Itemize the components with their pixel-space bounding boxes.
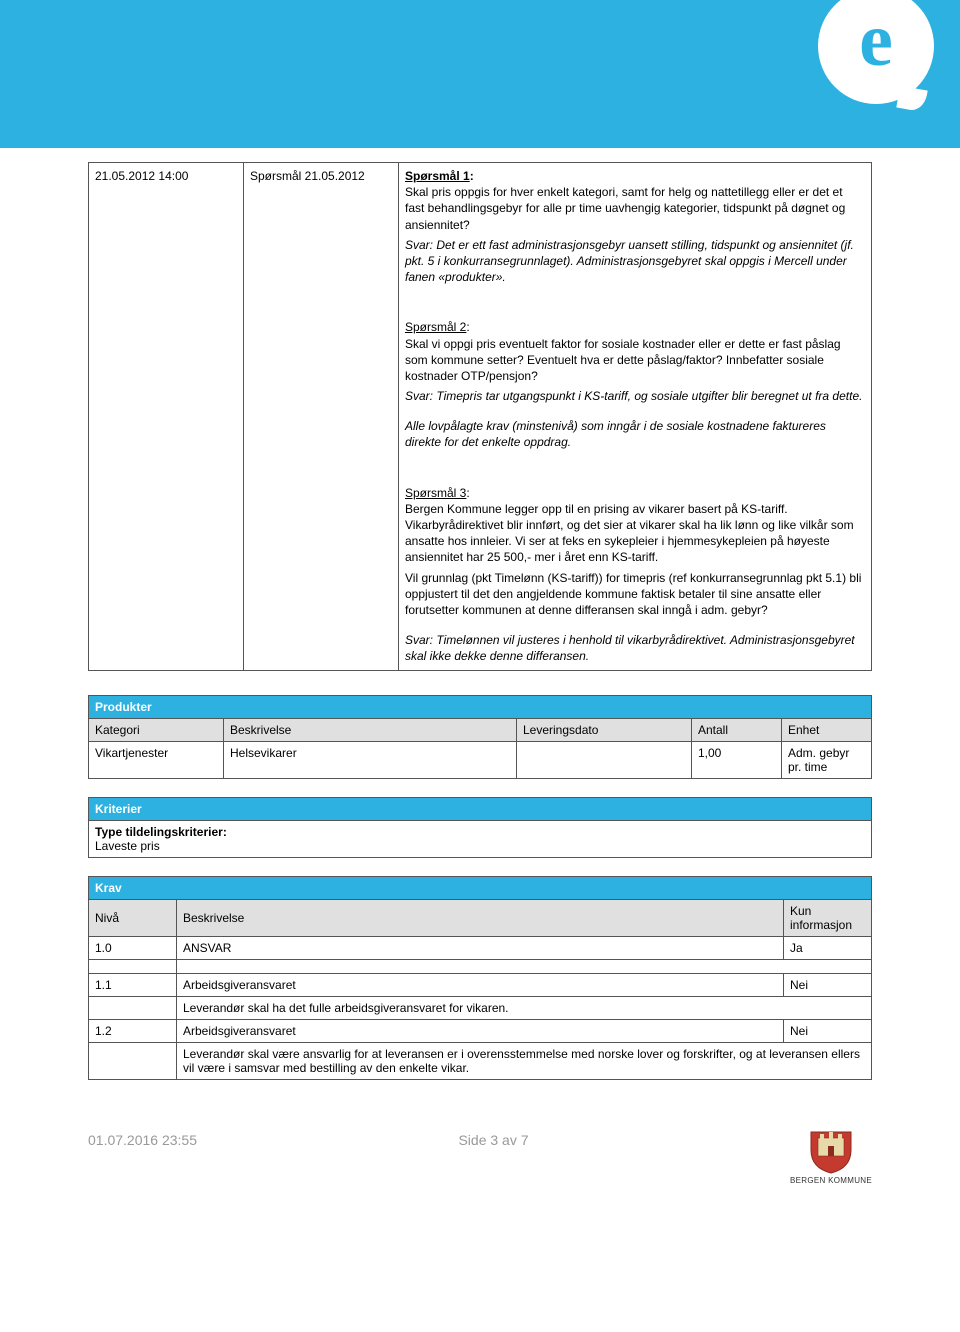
footer-timestamp: 01.07.2016 23:55	[88, 1128, 197, 1148]
q2-body: Skal vi oppgi pris eventuelt faktor for …	[405, 337, 841, 383]
qa-body: Spørsmål 1: Skal pris oppgis for hver en…	[399, 163, 872, 671]
krav-h-beskrivelse: Beskrivelse	[177, 899, 784, 936]
krav-0-niva: 1.0	[89, 936, 177, 959]
krav-2-detail: Leverandør skal være ansvarlig for at le…	[177, 1042, 872, 1079]
krav-1-beskrivelse: Arbeidsgiveransvaret	[177, 973, 784, 996]
krav-1-niva: 1.1	[89, 973, 177, 996]
krav-2-kun: Nei	[784, 1019, 872, 1042]
qa-table: 21.05.2012 14:00 Spørsmål 21.05.2012 Spø…	[88, 162, 872, 671]
krav-h-kun: Kun informasjon	[784, 899, 872, 936]
logo: e	[818, 0, 938, 108]
produkter-h-kategori: Kategori	[89, 718, 224, 741]
q3-label: Spørsmål 3	[405, 486, 466, 500]
header-banner: e	[0, 0, 960, 150]
krav-2-niva: 1.2	[89, 1019, 177, 1042]
page-content: 21.05.2012 14:00 Spørsmål 21.05.2012 Spø…	[0, 150, 960, 1128]
question-2: Spørsmål 2: Skal vi oppgi pris eventuelt…	[405, 319, 865, 450]
footer-org-label: BERGEN KOMMUNE	[790, 1176, 872, 1185]
produkter-leveringsdato	[517, 741, 692, 778]
footer: 01.07.2016 23:55 Side 3 av 7 BERGEN KOMM…	[0, 1128, 960, 1205]
krav-2-detail-pad	[89, 1042, 177, 1079]
produkter-h-beskrivelse: Beskrivelse	[224, 718, 517, 741]
qa-date: 21.05.2012 14:00	[89, 163, 244, 671]
question-3: Spørsmål 3: Bergen Kommune legger opp ti…	[405, 485, 865, 665]
krav-h-niva: Nivå	[89, 899, 177, 936]
q1-answer: Svar: Det er ett fast administrasjonsgeb…	[405, 237, 865, 286]
q2-label: Spørsmål 2	[405, 320, 466, 334]
logo-glyph: e	[859, 0, 893, 84]
kriterier-table: Kriterier Type tildelingskriterier: Lave…	[88, 797, 872, 858]
krav-title: Krav	[89, 876, 872, 899]
produkter-h-leveringsdato: Leveringsdato	[517, 718, 692, 741]
question-1: Spørsmål 1: Skal pris oppgis for hver en…	[405, 168, 865, 285]
qa-subject: Spørsmål 21.05.2012	[244, 163, 399, 671]
q1-body: Skal pris oppgis for hver enkelt kategor…	[405, 185, 845, 231]
q3-body2: Vil grunnlag (pkt Timelønn (KS-tariff)) …	[405, 570, 865, 619]
produkter-enhet: Adm. gebyr pr. time	[782, 741, 872, 778]
krav-1-kun: Nei	[784, 973, 872, 996]
produkter-h-enhet: Enhet	[782, 718, 872, 741]
kriterier-label: Type tildelingskriterier:	[95, 825, 227, 839]
q3-body1: Bergen Kommune legger opp til en prising…	[405, 502, 854, 565]
q2-answer1: Svar: Timepris tar utgangspunkt i KS-tar…	[405, 388, 865, 404]
produkter-title: Produkter	[89, 695, 872, 718]
produkter-beskrivelse: Helsevikarer	[224, 741, 517, 778]
kriterier-value: Laveste pris	[95, 839, 160, 853]
produkter-h-antall: Antall	[692, 718, 782, 741]
produkter-kategori: Vikartjenester	[89, 741, 224, 778]
q3-answer: Svar: Timelønnen vil justeres i henhold …	[405, 632, 865, 664]
produkter-antall: 1,00	[692, 741, 782, 778]
footer-org: BERGEN KOMMUNE	[790, 1128, 872, 1185]
crest-icon	[806, 1128, 856, 1174]
krav-2-beskrivelse: Arbeidsgiveransvaret	[177, 1019, 784, 1042]
kriterier-title: Kriterier	[89, 797, 872, 820]
krav-1-detail: Leverandør skal ha det fulle arbeidsgive…	[177, 996, 872, 1019]
q2-answer2: Alle lovpålagte krav (minstenivå) som in…	[405, 418, 865, 450]
produkter-table: Produkter Kategori Beskrivelse Leverings…	[88, 695, 872, 779]
kriterier-cell: Type tildelingskriterier: Laveste pris	[89, 820, 872, 857]
footer-page: Side 3 av 7	[458, 1128, 528, 1148]
krav-0-kun: Ja	[784, 936, 872, 959]
krav-1-detail-pad	[89, 996, 177, 1019]
krav-0-beskrivelse: ANSVAR	[177, 936, 784, 959]
krav-table: Krav Nivå Beskrivelse Kun informasjon 1.…	[88, 876, 872, 1080]
q1-label: Spørsmål 1	[405, 169, 470, 183]
